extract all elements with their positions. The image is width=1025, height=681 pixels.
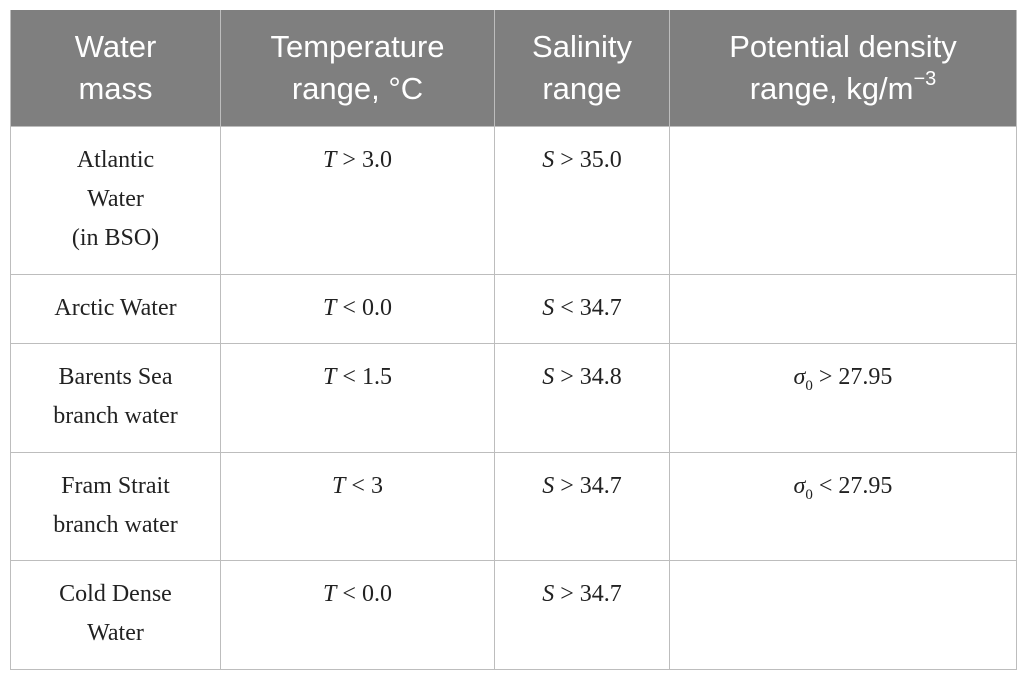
water-mass-cell: Fram Strait branch water <box>10 452 221 561</box>
header-row: Water mass Temperature range, °C Salinity ran… <box>10 10 1017 127</box>
water-mass-name: Barents Sea <box>58 364 173 390</box>
density-cell <box>669 126 1017 275</box>
header-text: Temperature <box>270 29 445 64</box>
header-text: Water <box>74 29 157 64</box>
water-mass-name: Fram Strait <box>61 473 170 499</box>
header-superscript: −3 <box>913 68 937 90</box>
condition: < 1.5 <box>336 364 392 390</box>
table-row: Barents Sea branch water T < 1.5 S > 34.8 σ0… <box>10 343 1017 453</box>
temperature-cell: T > 3.0 <box>220 126 495 275</box>
density-cell: σ0 > 27.95 <box>669 343 1017 453</box>
symbol: σ <box>793 364 806 390</box>
water-mass-name: Cold Dense <box>59 581 172 607</box>
symbol: S <box>542 364 555 390</box>
water-mass-table: Water mass Temperature range, °C Salinity ran… <box>10 10 1017 670</box>
density-cell: σ0 < 27.95 <box>669 452 1017 561</box>
header-text: range <box>542 71 622 106</box>
header-cell: Water mass <box>10 10 221 127</box>
water-mass-cell: Barents Sea branch water <box>10 343 221 453</box>
subscript: 0 <box>805 377 813 394</box>
condition: > 34.7 <box>554 581 622 607</box>
symbol: T <box>332 473 346 499</box>
header-text: range, kg/m−3 <box>749 68 937 106</box>
temperature-cell: T < 0.0 <box>220 560 495 670</box>
symbol: S <box>542 147 555 173</box>
header-text: Salinity <box>532 29 632 64</box>
water-mass-name: branch water <box>53 403 178 429</box>
condition: > 34.7 <box>554 473 622 499</box>
table-row: Cold Dense Water T < 0.0 S > 34.7 <box>10 560 1017 670</box>
temperature-cell: T < 0.0 <box>220 274 495 344</box>
water-mass-name: Water <box>87 620 144 646</box>
temperature-cell: T < 1.5 <box>220 343 495 453</box>
water-mass-name: Arctic Water <box>54 295 177 321</box>
condition: < 0.0 <box>336 295 392 321</box>
table-row: Atlantic Water (in BSO) T > 3.0 S > 35.0 <box>10 126 1017 275</box>
salinity-cell: S < 34.7 <box>494 274 670 344</box>
header-cell: Potential density range, kg/m−3 <box>669 10 1017 127</box>
header-cell: Temperature range, °C <box>220 10 495 127</box>
header-text: mass <box>78 71 153 106</box>
table-row: Arctic Water T < 0.0 S < 34.7 <box>10 274 1017 344</box>
water-mass-name: Atlantic <box>76 147 155 173</box>
density-cell <box>669 560 1017 670</box>
water-mass-cell: Cold Dense Water <box>10 560 221 670</box>
subscript: 0 <box>805 486 813 503</box>
condition: < 27.95 <box>812 473 893 499</box>
density-cell <box>669 274 1017 344</box>
symbol: T <box>323 364 337 390</box>
water-mass-cell: Arctic Water <box>10 274 221 344</box>
condition: > 27.95 <box>812 364 893 390</box>
table-body: Atlantic Water (in BSO) T > 3.0 S > 35.0 Arct… <box>10 126 1017 670</box>
water-mass-name: (in BSO) <box>71 225 160 251</box>
water-mass-name: Water <box>87 186 144 212</box>
water-mass-name: branch water <box>53 512 178 538</box>
header-text: range, °C <box>291 71 424 106</box>
condition: < 34.7 <box>554 295 622 321</box>
salinity-cell: S > 34.7 <box>494 452 670 561</box>
symbol: T <box>323 147 337 173</box>
salinity-cell: S > 34.8 <box>494 343 670 453</box>
temperature-cell: T < 3 <box>220 452 495 561</box>
symbol: S <box>542 295 555 321</box>
condition: > 3.0 <box>336 147 392 173</box>
symbol: T <box>323 295 337 321</box>
condition: > 34.8 <box>554 364 622 390</box>
symbol: S <box>542 581 555 607</box>
header-cell: Salinity range <box>494 10 670 127</box>
salinity-cell: S > 35.0 <box>494 126 670 275</box>
header-text: Potential density <box>729 29 957 64</box>
condition: < 0.0 <box>336 581 392 607</box>
symbol: T <box>323 581 337 607</box>
symbol: S <box>542 473 555 499</box>
symbol: σ <box>793 473 806 499</box>
salinity-cell: S > 34.7 <box>494 560 670 670</box>
condition: < 3 <box>345 473 383 499</box>
condition: > 35.0 <box>554 147 622 173</box>
water-mass-cell: Atlantic Water (in BSO) <box>10 126 221 275</box>
